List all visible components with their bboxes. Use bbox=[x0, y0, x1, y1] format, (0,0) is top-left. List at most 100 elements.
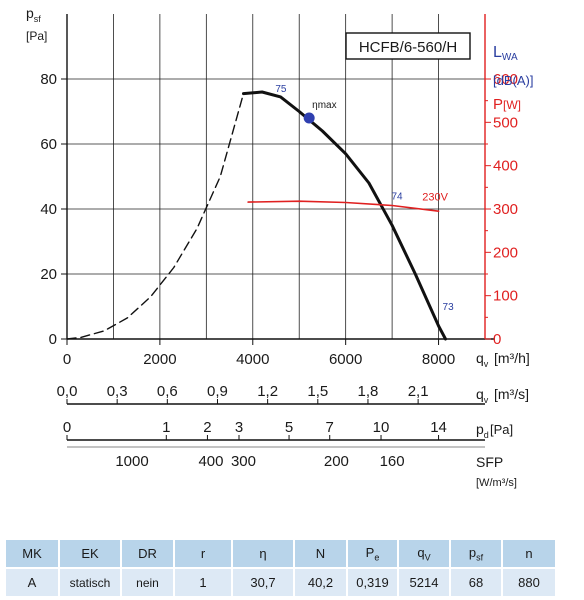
m3s-scale-unit: [m³/s] bbox=[494, 386, 529, 402]
table-value-row: A statisch nein 1 30,7 40,2 0,319 5214 6… bbox=[6, 569, 555, 596]
power-label: P bbox=[493, 96, 503, 113]
x-tick-label: 2000 bbox=[143, 351, 176, 368]
right-tick-label: 100 bbox=[493, 288, 518, 305]
sound-level-label: 74 bbox=[391, 191, 403, 202]
left-tick-label: 0 bbox=[49, 331, 57, 348]
left-axis-label-sub: sf bbox=[34, 14, 42, 24]
pd-scale-tick-label: 3 bbox=[235, 419, 243, 436]
value-ek: statisch bbox=[60, 569, 120, 596]
value-qv: 5214 bbox=[399, 569, 449, 596]
pd-scale-tick-label: 14 bbox=[430, 419, 447, 436]
sound-level-label: 75 bbox=[275, 84, 287, 95]
m3s-scale-tick-label: 0,0 bbox=[57, 383, 78, 400]
m3s-scale-label-main: q bbox=[476, 386, 484, 402]
pd-scale-unit: [Pa] bbox=[490, 422, 513, 437]
x-axis-label: qv bbox=[476, 350, 489, 369]
eta-max-point bbox=[303, 112, 315, 124]
header-pe-subscript: e bbox=[374, 552, 380, 563]
x-tick-label: 8000 bbox=[422, 351, 455, 368]
pressure-curve bbox=[242, 90, 447, 341]
sfp-tick-label: 200 bbox=[324, 453, 349, 470]
value-n-speed: 880 bbox=[503, 569, 555, 596]
pd-scale-label: pd bbox=[476, 421, 489, 440]
sfp-scale-unit: [W/m³/s] bbox=[476, 477, 517, 489]
sfp-tick-label: 300 bbox=[231, 453, 256, 470]
left-tick-label: 40 bbox=[40, 201, 57, 218]
value-mk: A bbox=[6, 569, 58, 596]
right-tick-label: 0 bbox=[493, 331, 501, 348]
fan-performance-chart: 020406080psf[Pa]0100200300400500600LWA[d… bbox=[26, 5, 533, 489]
header-mk: MK bbox=[6, 540, 58, 567]
pd-scale-tick-label: 10 bbox=[373, 419, 390, 436]
value-n-power: 40,2 bbox=[295, 569, 346, 596]
value-dr: nein bbox=[122, 569, 173, 596]
lwa-label-main: L bbox=[493, 44, 502, 61]
pd-scale-label-main: p bbox=[476, 421, 484, 437]
pd-scale-label-sub: d bbox=[484, 430, 489, 440]
x-tick-label: 0 bbox=[63, 351, 71, 368]
right-tick-label: 400 bbox=[493, 158, 518, 175]
x-tick-label: 6000 bbox=[329, 351, 362, 368]
left-axis-label: psf bbox=[26, 5, 41, 24]
sound-level-label: 73 bbox=[443, 302, 455, 313]
header-qv-text: q bbox=[417, 544, 425, 560]
left-tick-label: 80 bbox=[40, 71, 57, 88]
model-label-box bbox=[345, 32, 471, 60]
m3s-scale-tick-label: 0,6 bbox=[157, 383, 178, 400]
pd-scale-tick-label: 5 bbox=[285, 419, 293, 436]
value-psf: 68 bbox=[451, 569, 501, 596]
sfp-scale-label: SFP bbox=[476, 454, 503, 470]
left-axis-label-main: p bbox=[26, 5, 34, 21]
value-pe: 0,319 bbox=[348, 569, 397, 596]
sfp-tick-label: 160 bbox=[380, 453, 405, 470]
x-axis-label-sub: v bbox=[484, 359, 489, 369]
pd-scale-tick-label: 7 bbox=[326, 419, 334, 436]
m3s-scale-tick-label: 1,8 bbox=[358, 383, 379, 400]
m3s-scale-label-sub: v bbox=[484, 395, 489, 405]
m3s-scale-tick-label: 1,5 bbox=[307, 383, 328, 400]
header-dr: DR bbox=[122, 540, 173, 567]
right-tick-label: 500 bbox=[493, 114, 518, 131]
pressure-curve-unstable bbox=[66, 92, 245, 340]
value-eta: 30,7 bbox=[233, 569, 293, 596]
value-r: 1 bbox=[175, 569, 231, 596]
header-eta: η bbox=[233, 540, 293, 567]
right-tick-label: 300 bbox=[493, 201, 518, 218]
m3s-scale-tick-label: 2,1 bbox=[408, 383, 429, 400]
header-pe-text: P bbox=[365, 544, 375, 560]
m3s-scale-tick-label: 1,2 bbox=[257, 383, 278, 400]
model-label: HCFB/6-560/H bbox=[359, 39, 457, 56]
power-curve-230v bbox=[247, 200, 440, 212]
left-axis-unit: [Pa] bbox=[26, 29, 47, 43]
left-tick-label: 20 bbox=[40, 266, 57, 283]
header-qv: qV bbox=[399, 540, 449, 567]
x-tick-label: 4000 bbox=[236, 351, 269, 368]
right-tick-label: 200 bbox=[493, 244, 518, 261]
pd-scale-tick-label: 1 bbox=[162, 419, 170, 436]
sfp-tick-label: 1000 bbox=[115, 453, 148, 470]
header-qv-subscript: V bbox=[424, 552, 431, 563]
header-n-power: N bbox=[295, 540, 346, 567]
right-tick-label: 600 bbox=[493, 71, 518, 88]
header-psf: psf bbox=[451, 540, 501, 567]
x-axis-unit: [m³/h] bbox=[494, 350, 530, 366]
table-header-row: MK EK DR r η N Pe qV psf n bbox=[6, 540, 555, 567]
header-psf-text: p bbox=[468, 544, 477, 560]
lwa-label-sub: WA bbox=[502, 52, 518, 63]
m3s-scale-tick-label: 0,3 bbox=[107, 383, 128, 400]
header-psf-subscript: sf bbox=[476, 552, 484, 563]
header-ek: EK bbox=[60, 540, 120, 567]
pd-scale-tick-label: 2 bbox=[203, 419, 211, 436]
fan-parameters-table: MK EK DR r η N Pe qV psf n A statisch ne… bbox=[4, 538, 557, 598]
power-unit: [W] bbox=[503, 98, 521, 112]
lwa-label: LWA bbox=[493, 44, 518, 63]
x-axis-label-main: q bbox=[476, 350, 484, 366]
m3s-scale-label: qv bbox=[476, 386, 489, 405]
eta-max-label: ηmax bbox=[312, 100, 336, 111]
header-r: r bbox=[175, 540, 231, 567]
header-n-speed: n bbox=[503, 540, 555, 567]
left-tick-label: 60 bbox=[40, 136, 57, 153]
sfp-tick-label: 400 bbox=[198, 453, 223, 470]
power-curve-label: 230V bbox=[422, 191, 448, 203]
header-pe: Pe bbox=[348, 540, 397, 567]
